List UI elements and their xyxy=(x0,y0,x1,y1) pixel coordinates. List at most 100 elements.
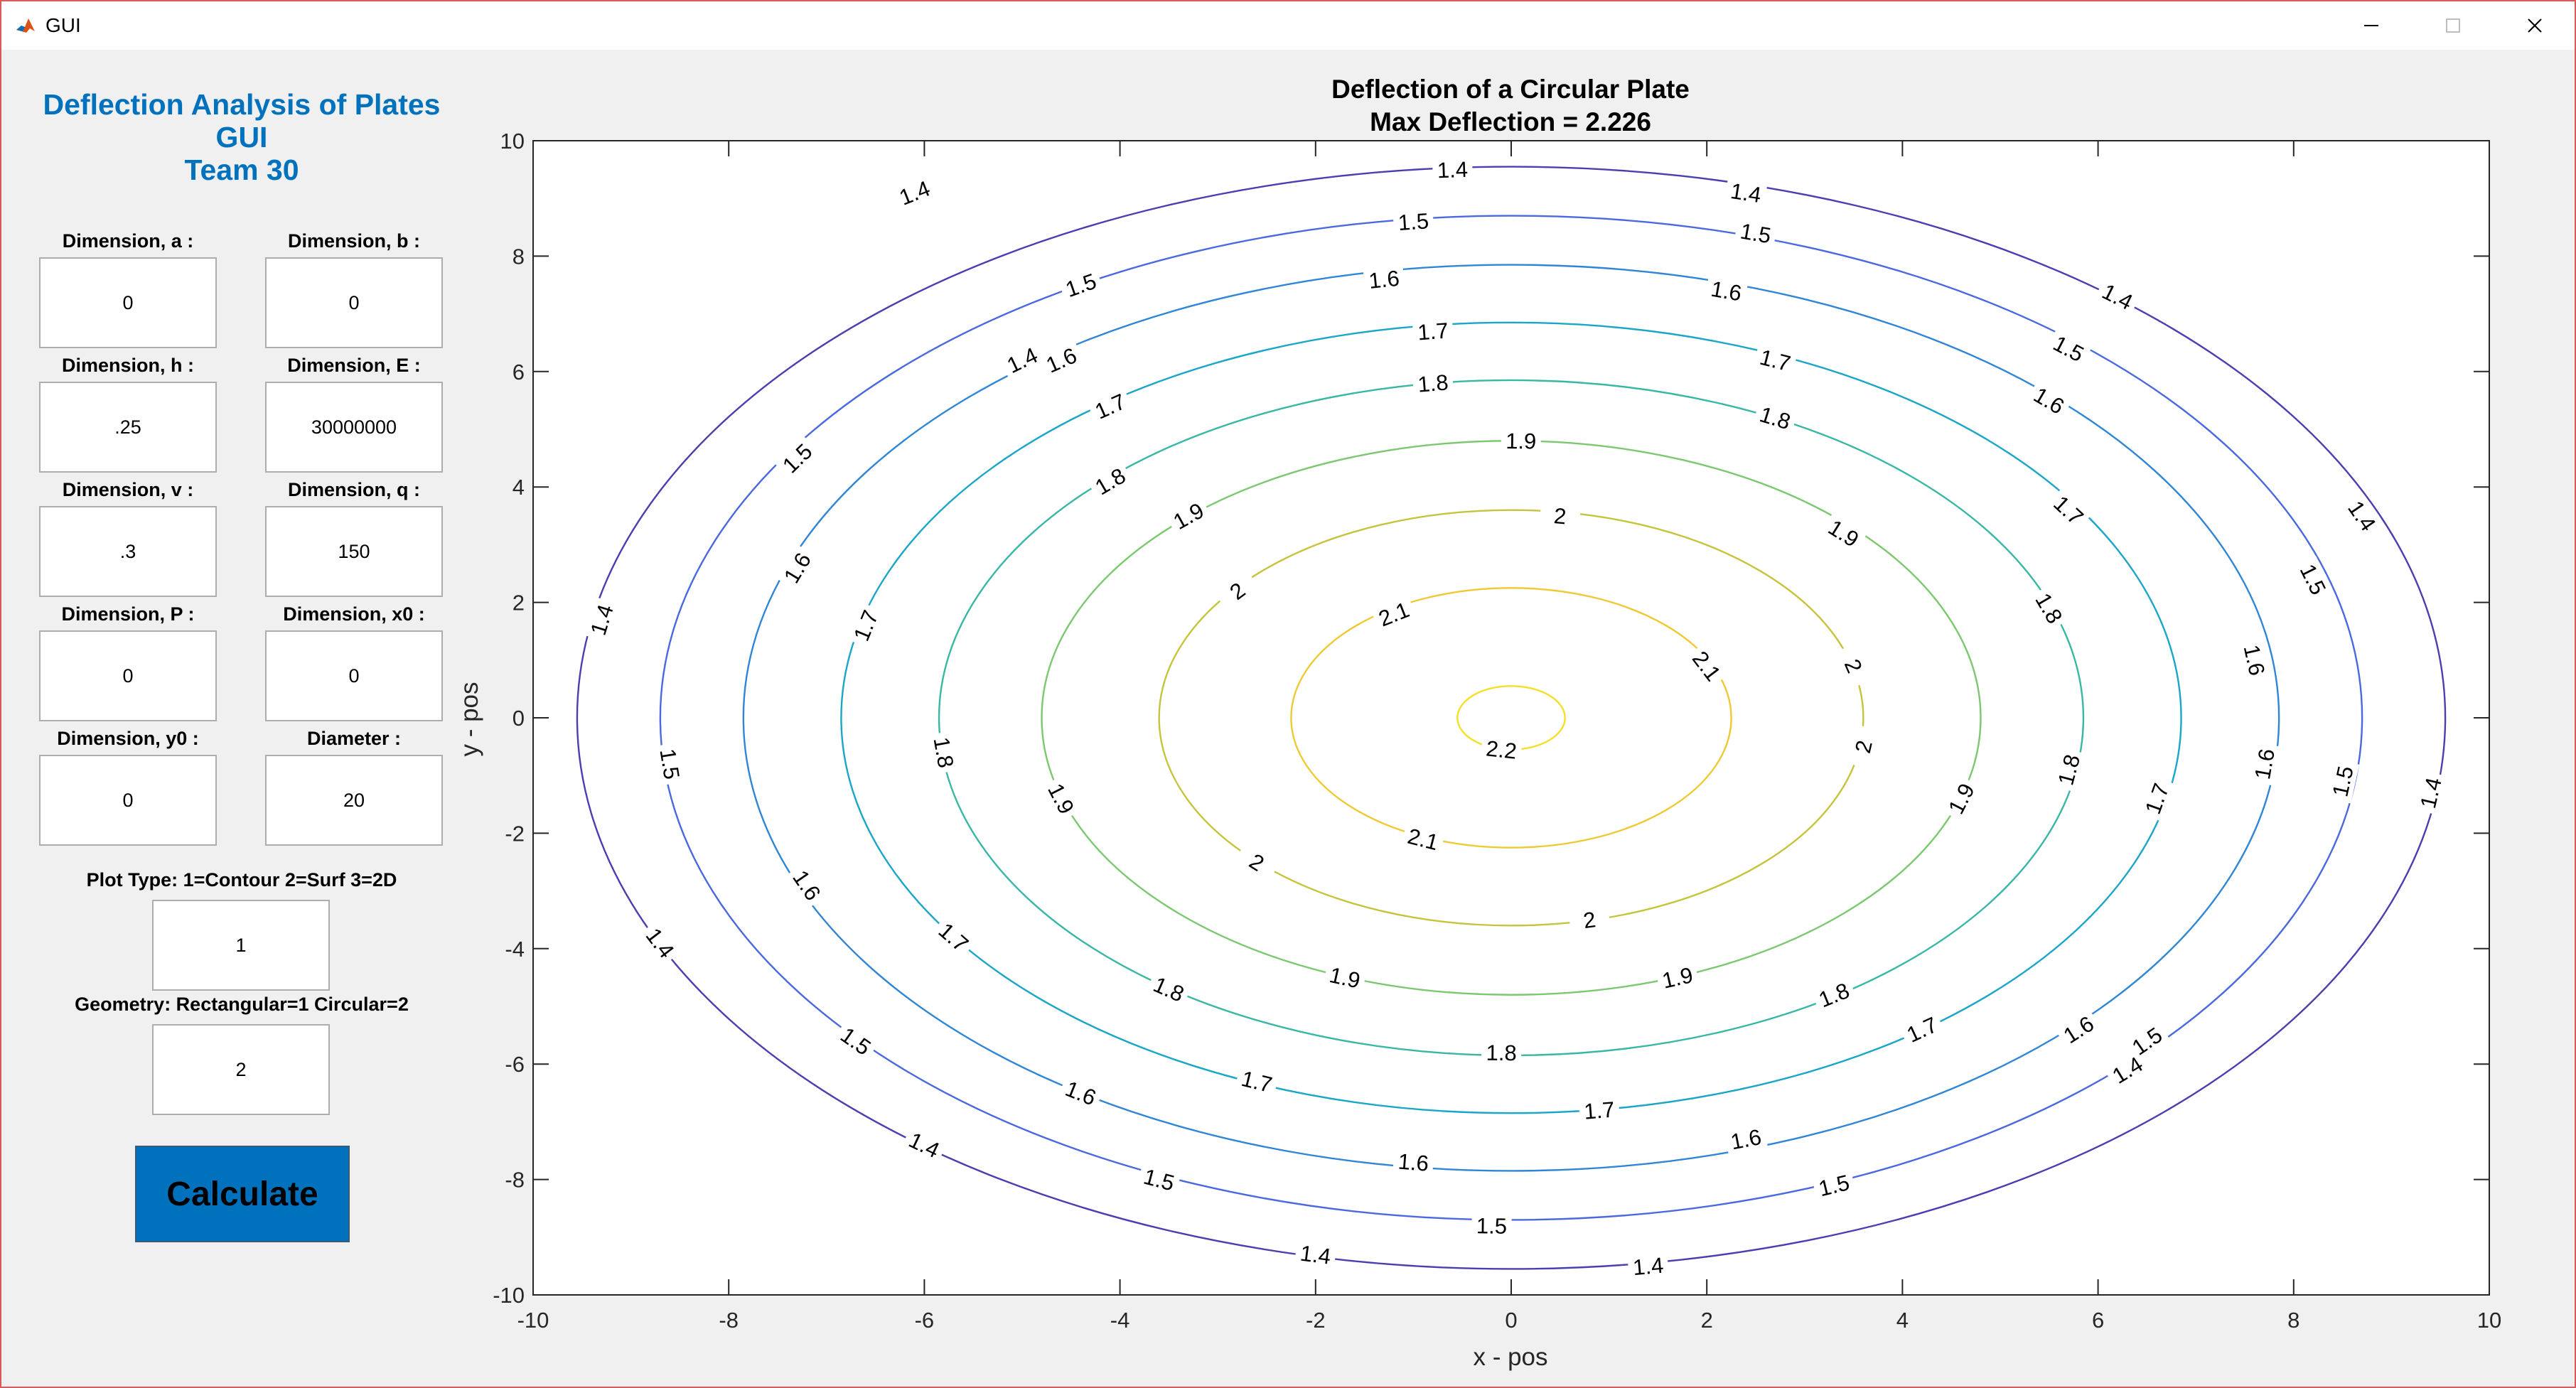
contour-label-bg xyxy=(2238,637,2272,683)
contour-label-bg xyxy=(2025,379,2073,422)
contour-label-bg xyxy=(1655,960,1700,995)
field-label-e: Dimension, E : xyxy=(287,355,421,376)
contour-label-bg xyxy=(2292,556,2334,603)
contour-label-bg xyxy=(1233,841,1281,883)
matlab-app-icon xyxy=(15,15,36,36)
input-a[interactable]: 0 xyxy=(39,257,217,348)
minimize-icon xyxy=(2363,25,2378,26)
contour-label-bg xyxy=(2413,770,2448,815)
plot-area xyxy=(532,140,2490,1296)
contour-label-bg xyxy=(1752,399,1798,436)
contour-label-bg xyxy=(785,861,829,909)
y-tick-label: 10 xyxy=(500,129,525,154)
contour-label-bg xyxy=(1164,495,1213,537)
y-tick-label: 6 xyxy=(512,360,525,384)
contour-label-bg xyxy=(2045,328,2093,370)
contour-line-2.1 xyxy=(1290,587,1732,849)
chart-title: Deflection of a Circular Plate xyxy=(1331,75,1690,104)
contour-label: 1.8 xyxy=(1417,370,1449,397)
y-axis-label: y - pos xyxy=(456,682,483,756)
geometry-label: Geometry: Rectangular=1 Circular=2 xyxy=(75,994,409,1015)
y-tick-label: 2 xyxy=(512,591,525,615)
geometry-input[interactable]: 2 xyxy=(152,1024,330,1115)
y-tick-label: -6 xyxy=(505,1052,525,1077)
y-tick-label: -10 xyxy=(493,1283,525,1308)
contour-label-bg xyxy=(1811,1168,1857,1203)
y-tick-label: 8 xyxy=(512,244,525,269)
contour-label-bg xyxy=(928,731,960,775)
plot-type-input[interactable]: 1 xyxy=(152,900,330,991)
field-label-a: Dimension, a : xyxy=(62,230,194,252)
input-v[interactable]: .3 xyxy=(39,506,217,597)
contour-label-bg xyxy=(1086,386,1134,426)
x-tick-label: 0 xyxy=(1505,1308,1517,1333)
axis-ticks xyxy=(532,140,2490,1296)
contour-label-bg xyxy=(1846,724,1881,769)
input-x0[interactable]: 0 xyxy=(265,630,443,721)
contour-label-bg xyxy=(1400,822,1446,856)
input-b[interactable]: 0 xyxy=(265,257,443,348)
contour-label-bg xyxy=(1432,156,1474,183)
x-tick-label: -8 xyxy=(719,1308,739,1333)
x-tick-label: -10 xyxy=(517,1308,549,1333)
minimize-button[interactable] xyxy=(2330,1,2412,50)
panel-title-line-3: Team 30 xyxy=(184,154,299,186)
tick-labels: -10 -8 -6 -4 -2 0 2 4 6 8 10 -10 -8 -6 -4 -2 0 2 4 6 8 10 xyxy=(493,129,2501,1333)
y-tick-label: -4 xyxy=(505,937,525,962)
input-q[interactable]: 150 xyxy=(265,506,443,597)
contour-label: 1.6 xyxy=(1397,1149,1430,1176)
input-y0[interactable]: 0 xyxy=(39,755,217,846)
contour-label: 1.4 xyxy=(1729,178,1763,208)
maximize-icon xyxy=(2445,18,2460,33)
contour-label-bg xyxy=(2123,1019,2171,1063)
panel-title-line-1: Deflection Analysis of Plates xyxy=(43,88,441,121)
contour-label-bg xyxy=(901,1124,948,1166)
contour-label-bg xyxy=(2248,742,2281,786)
contour-label-bg xyxy=(1136,1162,1182,1198)
contour-label-bg xyxy=(1734,217,1778,249)
field-label-b: Dimension, b : xyxy=(287,230,420,252)
plot-type-label: Plot Type: 1=Contour 2=Surf 3=2D xyxy=(86,869,397,891)
input-e[interactable]: 30000000 xyxy=(265,382,443,473)
contour-label-bg xyxy=(2094,276,2142,317)
contour-label-bg xyxy=(1724,176,1768,209)
maximize-button[interactable] xyxy=(2412,1,2494,50)
contour-line-1.7 xyxy=(840,321,2182,1114)
field-label-h: Dimension, h : xyxy=(61,355,194,376)
contour-label-bg xyxy=(1480,734,1523,765)
contour-label-bg xyxy=(1820,512,1868,555)
close-button[interactable] xyxy=(2494,1,2575,50)
field-label-p: Dimension, P : xyxy=(61,603,195,625)
x-tick-label: -6 xyxy=(915,1308,935,1333)
calculate-button[interactable]: Calculate xyxy=(135,1146,350,1242)
contour-label: 1.7 xyxy=(1583,1097,1616,1124)
contour-label-bg xyxy=(583,596,620,643)
y-tick-label: -8 xyxy=(505,1168,525,1193)
close-icon xyxy=(2527,18,2542,33)
contour-label-bg xyxy=(2326,759,2360,804)
panel-title-line-2: GUI xyxy=(215,121,268,154)
contour-label: 2 xyxy=(1582,907,1597,933)
contour-label-bg xyxy=(2051,747,2086,792)
contour-label-bg xyxy=(1322,960,1368,995)
contour-label: 1.8 xyxy=(1486,1040,1517,1065)
x-tick-label: -2 xyxy=(1306,1308,1326,1333)
contour-label-bg xyxy=(1234,1064,1279,1099)
contour-label-bg xyxy=(846,602,886,649)
contour-label: 1.4 xyxy=(1299,1241,1332,1269)
contour-label-bg xyxy=(1898,1009,1946,1050)
input-h[interactable]: .25 xyxy=(39,382,217,473)
contour-label: 1.8 xyxy=(928,736,958,770)
contour-label-bg xyxy=(1724,1122,1769,1156)
contour-line-2 xyxy=(1158,509,1864,927)
contour-label-bg xyxy=(1363,264,1405,294)
contour-label-bg xyxy=(1705,274,1749,307)
contour-label-bg xyxy=(654,742,686,786)
contour-label-bg xyxy=(1627,1252,1670,1281)
input-p[interactable]: 0 xyxy=(39,630,217,721)
input-diameter[interactable]: 20 xyxy=(265,755,443,846)
contour-label-bg xyxy=(1412,317,1454,345)
window-title: GUI xyxy=(45,14,81,36)
title-bar: GUI xyxy=(1,1,2575,50)
